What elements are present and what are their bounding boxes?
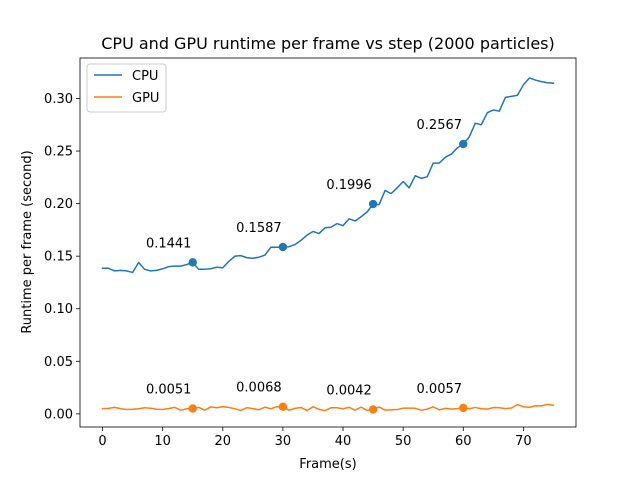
x-tick-label: 50 — [395, 434, 412, 449]
x-axis-label: Frame(s) — [299, 457, 356, 472]
plot-area: 0.1441 0.1587 0.1996 0.2567 0.0051 0.0068 0.00… — [79, 57, 577, 428]
marker-cpu — [278, 242, 288, 252]
y-tick-label: 0.25 — [44, 145, 73, 160]
annotation-layer: 0.1441 0.1587 0.1996 0.2567 0.0051 0.0068 0.00… — [146, 118, 462, 398]
marker-cpu — [188, 258, 197, 267]
legend-label-gpu: GPU — [132, 91, 159, 106]
plot-frame — [79, 57, 577, 428]
marker-gpu — [459, 403, 468, 413]
y-tick-label: 0.00 — [44, 407, 73, 422]
x-tick-label: 70 — [515, 434, 532, 449]
marker-gpu — [188, 404, 197, 413]
marker-cpu — [459, 139, 468, 149]
data-label-cpu: 0.1441 — [146, 236, 192, 251]
marker-gpu — [278, 402, 288, 411]
data-label-cpu: 0.1996 — [326, 178, 372, 193]
legend: CPU GPU — [86, 63, 167, 113]
legend-label-cpu: CPU — [132, 69, 158, 84]
data-label-cpu: 0.1587 — [236, 221, 282, 236]
x-tick-label: 40 — [335, 434, 352, 449]
x-tick-label: 20 — [215, 434, 232, 449]
series-line-gpu — [101, 403, 555, 412]
y-tick-label: 0.10 — [44, 302, 73, 317]
y-axis-label: Runtime per frame (second) — [20, 150, 35, 333]
y-axis: 0.00 0.05 0.10 0.15 0.20 0.25 0.30 — [44, 92, 80, 422]
data-label-gpu: 0.0051 — [146, 382, 192, 397]
y-tick-label: 0.05 — [44, 355, 73, 370]
data-label-gpu: 0.0057 — [417, 382, 463, 397]
x-axis: 0 10 20 30 40 50 60 70 — [98, 427, 532, 449]
plot-background — [80, 58, 576, 427]
data-label-cpu: 0.2567 — [417, 118, 463, 133]
series-layer — [101, 77, 555, 412]
series-line-cpu — [101, 77, 555, 274]
data-label-gpu: 0.0042 — [326, 383, 372, 398]
marker-gpu — [368, 405, 378, 414]
y-tick-label: 0.15 — [44, 250, 73, 265]
y-tick-label: 0.30 — [44, 92, 73, 107]
x-tick-label: 30 — [275, 434, 292, 449]
y-tick-label: 0.20 — [44, 197, 73, 212]
marker-layer — [188, 139, 468, 414]
marker-cpu — [368, 199, 378, 209]
x-tick-label: 60 — [455, 434, 472, 449]
x-tick-label: 10 — [154, 434, 171, 449]
legend-box — [86, 63, 167, 113]
chart-title: CPU and GPU runtime per frame vs step (2… — [101, 34, 555, 53]
x-tick-label: 0 — [98, 434, 106, 449]
data-label-gpu: 0.0068 — [236, 381, 282, 396]
